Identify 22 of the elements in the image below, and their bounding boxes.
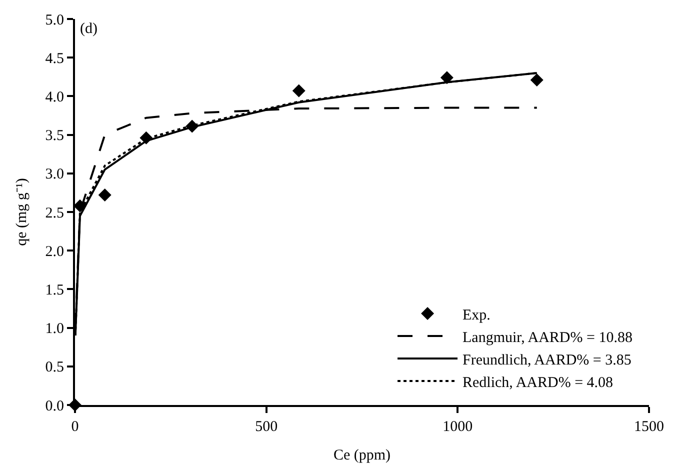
x-tick-label: 0 (71, 419, 79, 435)
y-axis-title: qe (mg g⁻¹) (14, 178, 30, 246)
y-tick-label: 3.5 (45, 128, 64, 144)
y-tick-label: 5.0 (45, 12, 64, 28)
y-tick-label: 2.0 (45, 244, 64, 260)
y-tick-label: 4.0 (45, 89, 64, 106)
legend-label: Langmuir, AARD% = 10.88 (462, 330, 632, 346)
x-tick-label: 1500 (634, 419, 664, 435)
y-tick-label: 2.5 (45, 205, 64, 222)
y-tick-label: 4.5 (45, 50, 64, 67)
y-tick-label: 1.0 (45, 321, 64, 338)
legend-label: Freundlich, AARD% = 3.85 (462, 352, 632, 368)
y-tick-label: 3.0 (45, 166, 64, 183)
x-tick-label: 1000 (442, 419, 473, 435)
y-tick-label: 0.0 (45, 398, 64, 414)
legend-label: Redlich, AARD% = 4.08 (462, 374, 614, 391)
legend-label: Exp. (462, 307, 490, 324)
y-tick-label: 0.5 (45, 360, 64, 376)
y-tick-label: 1.5 (45, 282, 64, 298)
x-axis-title: Ce (ppm) (333, 448, 391, 464)
x-tick-label: 500 (255, 419, 278, 435)
annotation: (d) (80, 21, 98, 37)
